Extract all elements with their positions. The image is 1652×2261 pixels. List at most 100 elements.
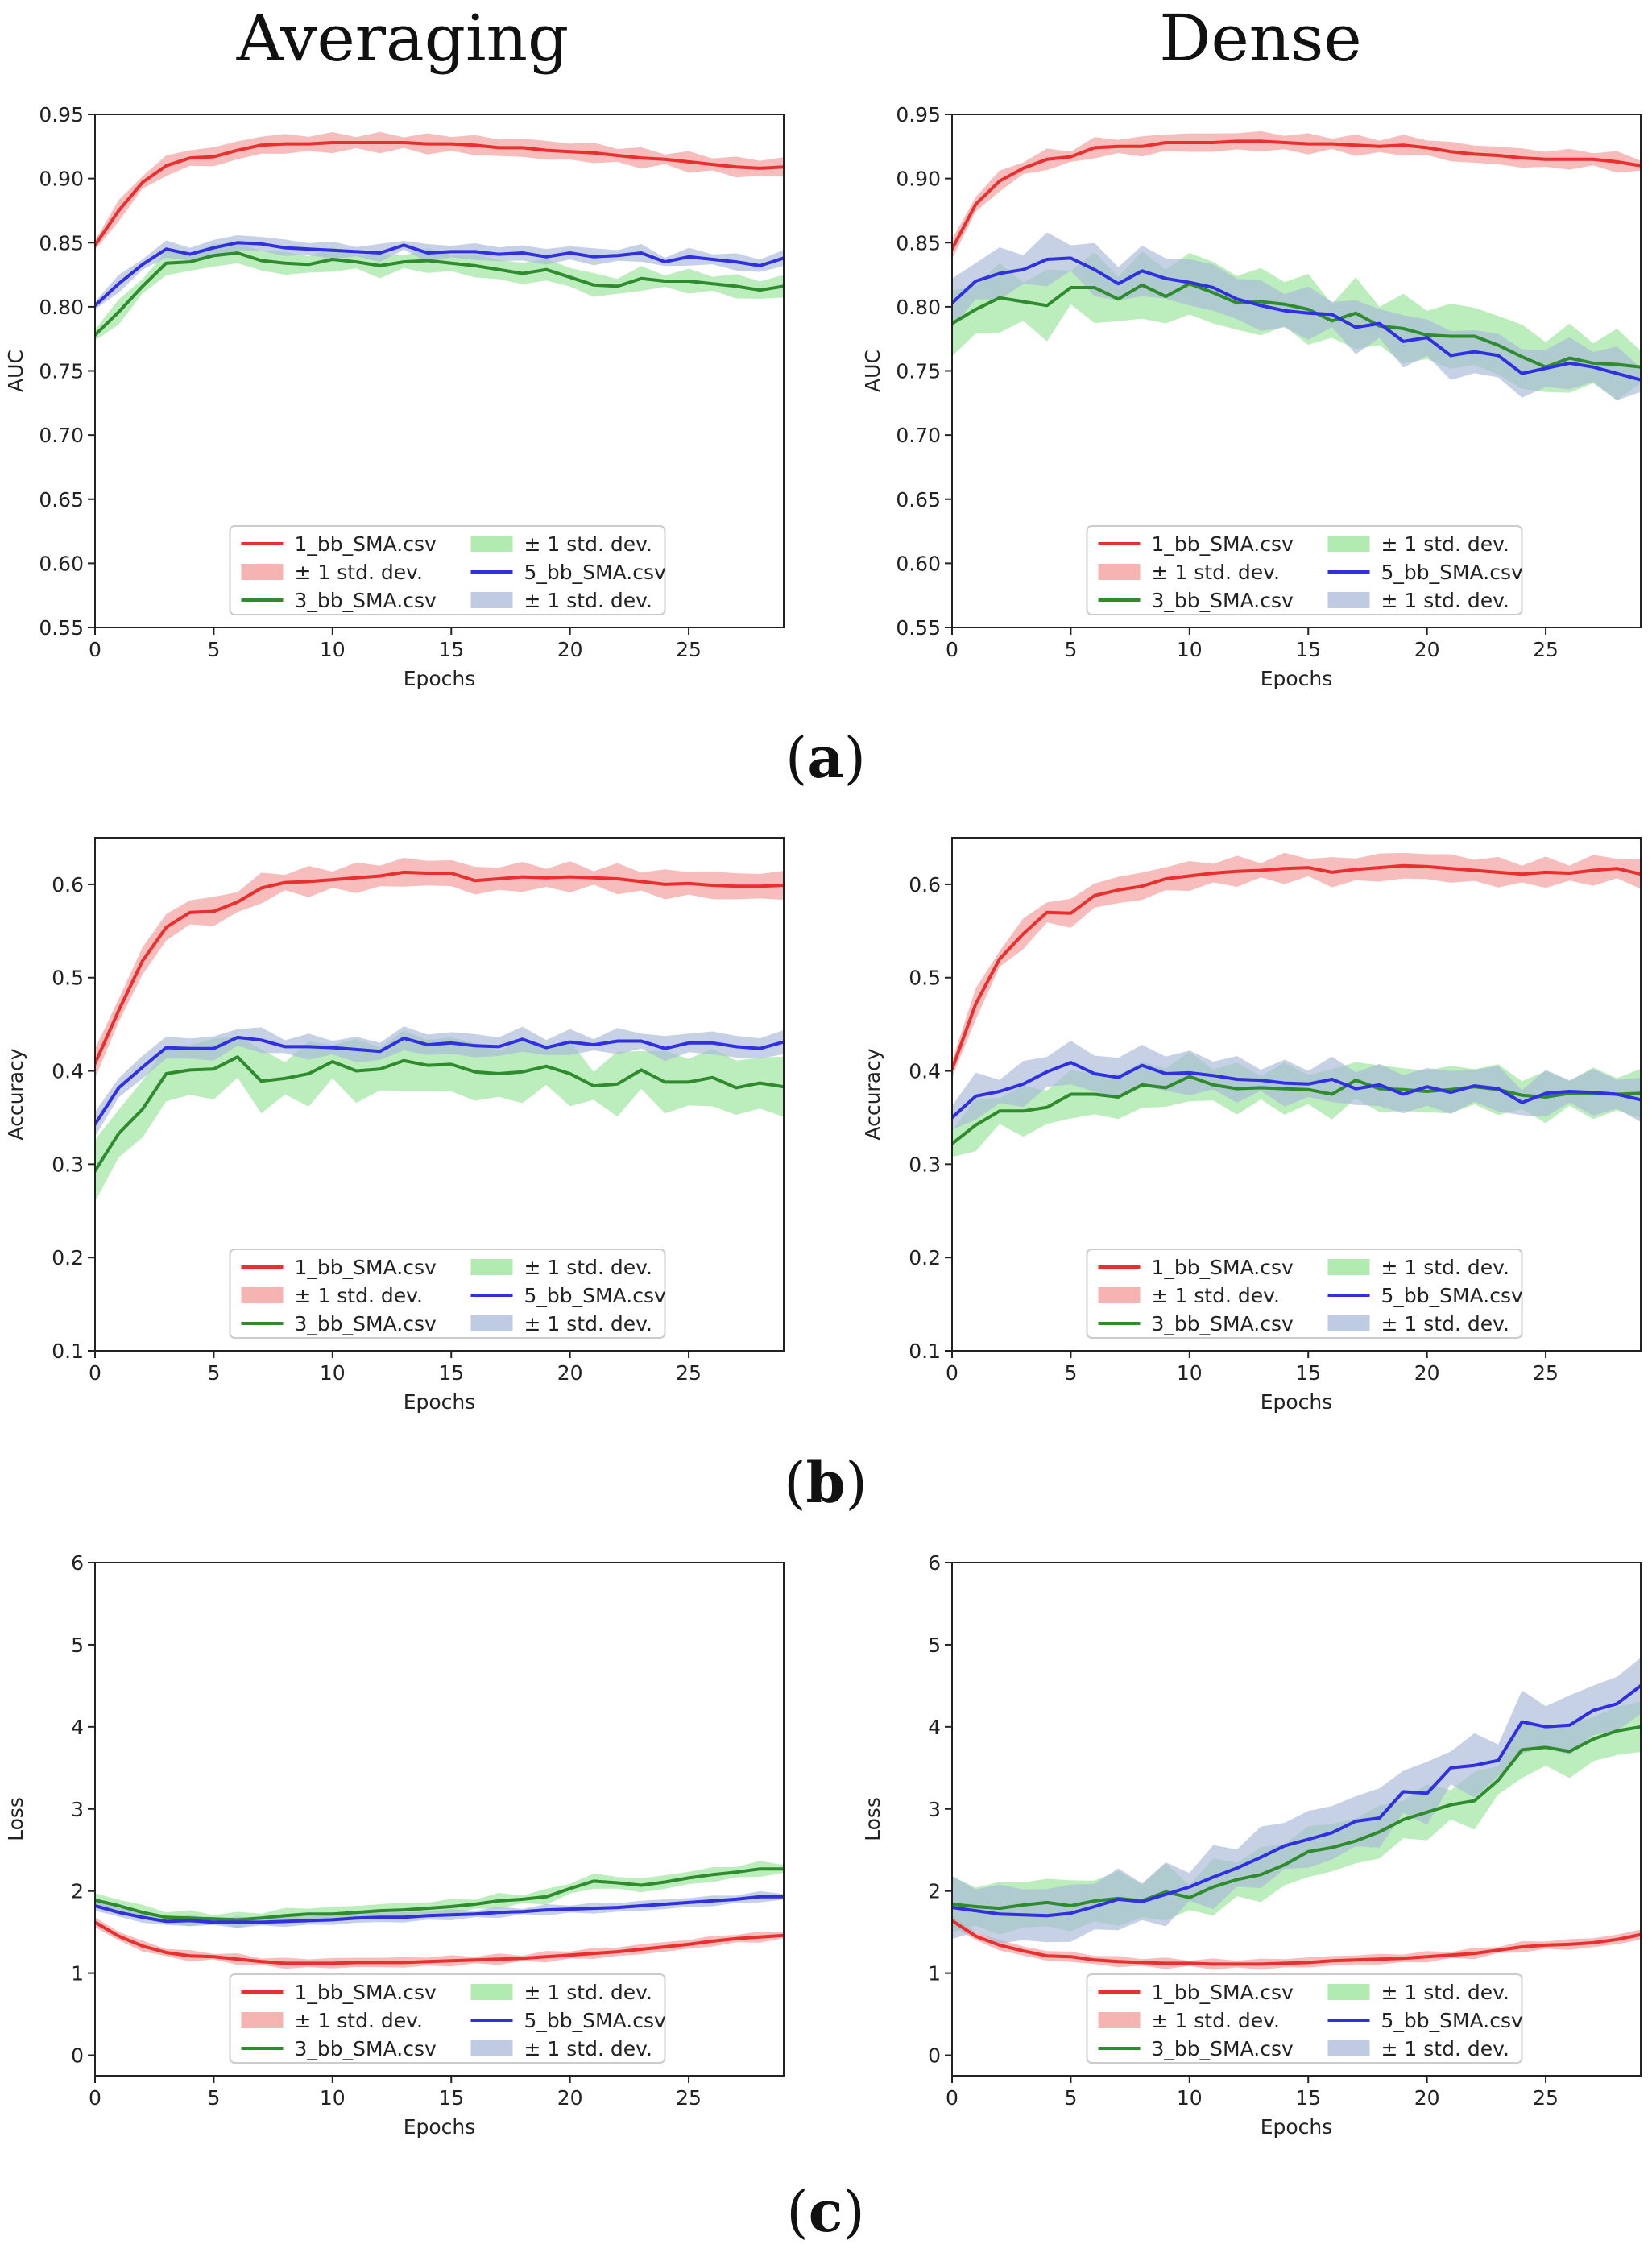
y-axis-label: AUC [4, 350, 27, 392]
legend-entry: 5_bb_SMA.csv [1381, 1284, 1523, 1307]
legend-entry: 1_bb_SMA.csv [295, 1981, 437, 2004]
y-tick-label: 0.65 [896, 488, 941, 511]
y-tick-label: 0.60 [896, 552, 941, 575]
legend-entry: ± 1 std. dev. [1381, 1256, 1509, 1279]
y-axis-label: Loss [4, 1797, 27, 1841]
legend-entry: 5_bb_SMA.csv [524, 1284, 666, 1307]
y-tick-label: 0.3 [909, 1153, 941, 1176]
legend: 1_bb_SMA.csv ± 1 std. dev. 3_bb_SMA.csv ± 1… [1086, 525, 1523, 615]
x-tick-label: 20 [1414, 2086, 1440, 2110]
legend-box [229, 1973, 666, 2064]
x-tick-label: 15 [438, 1361, 464, 1385]
legend-band-swatch-blue [1327, 1315, 1370, 1331]
x-tick-label: 10 [1177, 2086, 1203, 2110]
legend-entry: 1_bb_SMA.csv [1152, 532, 1294, 556]
series-line-3-bb-sma [952, 1725, 1641, 1911]
legend-entry: ± 1 std. dev. [1381, 589, 1509, 612]
y-axis-label: Accuracy [861, 1048, 884, 1140]
series-line-1-bb-sma [952, 863, 1641, 1071]
x-tick-label: 15 [1295, 2086, 1321, 2110]
std-band-blue [952, 232, 1641, 400]
y-tick-label: 5 [928, 1634, 941, 1657]
std-band-red [95, 858, 784, 1079]
x-tick-label: 15 [1295, 638, 1321, 661]
legend-box [229, 1249, 666, 1339]
legend-entry: ± 1 std. dev. [295, 2009, 423, 2032]
legend-entry: 5_bb_SMA.csv [524, 2009, 666, 2032]
chart-auc_dense: 0 5 10 15 20 25 0.55 0.60 0.65 0.70 0.75 0.80 0.85 0.… [861, 103, 1642, 690]
x-tick-label: 25 [676, 1361, 702, 1385]
legend-band-swatch-blue [1327, 2040, 1370, 2056]
series-line-3-bb-sma [95, 1055, 784, 1173]
legend-band-swatch-red [241, 1287, 284, 1303]
legend-entry: 1_bb_SMA.csv [1152, 1981, 1294, 2004]
legend: 1_bb_SMA.csv ± 1 std. dev. 3_bb_SMA.csv ± 1… [229, 1249, 666, 1339]
y-tick-label: 0.95 [39, 103, 84, 126]
y-tick-label: 0.4 [909, 1060, 941, 1083]
y-tick-label: 1 [71, 1962, 84, 1986]
legend-entry: 5_bb_SMA.csv [524, 561, 666, 584]
std-band-blue [95, 1026, 784, 1137]
chart-loss_dense: 0 5 10 15 20 25 0 1 2 3 4 5 6 Epochs Loss 1_bb_SMA.csv ±… [861, 1551, 1642, 2139]
y-tick-label: 0.5 [52, 967, 84, 990]
legend-band-swatch-green [470, 1984, 513, 2000]
x-axis-label: Epochs [404, 667, 476, 690]
y-tick-label: 0.3 [52, 1153, 84, 1176]
axes-frame [951, 837, 1642, 1352]
plot-area [952, 1658, 1641, 1970]
column-title-left: Averaging [236, 1, 569, 76]
x-tick-label: 5 [1064, 638, 1077, 661]
x-tick-label: 0 [89, 2086, 101, 2110]
y-tick-label: 0.90 [39, 168, 84, 191]
legend-band-swatch-red [241, 2012, 284, 2028]
legend-entry: ± 1 std. dev. [295, 561, 423, 584]
x-tick-label: 20 [1414, 638, 1440, 661]
y-tick-label: 0.6 [909, 873, 941, 897]
legend-entry: ± 1 std. dev. [524, 1981, 652, 2004]
std-band-red [95, 131, 784, 251]
series-line-3-bb-sma [95, 251, 784, 337]
std-band-green [95, 242, 784, 341]
series-line-3-bb-sma [952, 282, 1641, 369]
series-line-1-bb-sma [952, 139, 1641, 251]
legend-band-swatch-red [1098, 1287, 1141, 1303]
x-tick-label: 20 [557, 638, 583, 661]
y-tick-label: 5 [71, 1634, 84, 1657]
y-tick-label: 0 [928, 2044, 941, 2068]
x-axis-label: Epochs [1261, 667, 1333, 690]
y-tick-label: 0.95 [896, 103, 941, 126]
legend-band-swatch-green [1327, 1259, 1370, 1275]
y-tick-label: 6 [928, 1551, 941, 1575]
series-line-5-bb-sma [952, 1683, 1641, 1918]
series-line-1-bb-sma [95, 1920, 784, 1965]
legend-box [229, 525, 666, 615]
series-line-1-bb-sma [95, 141, 784, 247]
legend-entry: ± 1 std. dev. [1381, 1312, 1509, 1335]
legend-entry: ± 1 std. dev. [1381, 2037, 1509, 2060]
x-tick-label: 10 [1177, 1361, 1203, 1385]
axes-frame [94, 1562, 785, 2077]
axes-frame [951, 1562, 1642, 2077]
y-tick-label: 0.55 [39, 616, 84, 640]
y-tick-label: 0.75 [896, 360, 941, 383]
legend: 1_bb_SMA.csv ± 1 std. dev. 3_bb_SMA.csv ± 1… [1086, 1973, 1523, 2064]
chart-loss_averaging: 0 5 10 15 20 25 0 1 2 3 4 5 6 Epochs Loss 1_bb_SMA.csv ±… [4, 1551, 785, 2139]
series-line-3-bb-sma [95, 1867, 784, 1922]
x-tick-label: 0 [946, 2086, 958, 2110]
y-tick-label: 0.80 [39, 296, 84, 319]
x-axis-label: Epochs [1261, 1390, 1333, 1414]
x-tick-label: 20 [557, 2086, 583, 2110]
legend-entry: ± 1 std. dev. [1381, 532, 1509, 556]
legend-entry: ± 1 std. dev. [524, 1312, 652, 1335]
x-tick-label: 15 [438, 638, 464, 661]
y-tick-label: 0.80 [896, 296, 941, 319]
legend-entry: 5_bb_SMA.csv [1381, 2009, 1523, 2032]
legend-entry: ± 1 std. dev. [524, 589, 652, 612]
y-tick-label: 0.4 [52, 1060, 84, 1083]
legend-entry: ± 1 std. dev. [295, 1284, 423, 1307]
y-tick-label: 0.65 [39, 488, 84, 511]
legend-entry: 5_bb_SMA.csv [1381, 561, 1523, 584]
y-tick-label: 0.6 [52, 873, 84, 897]
x-tick-label: 0 [946, 638, 958, 661]
